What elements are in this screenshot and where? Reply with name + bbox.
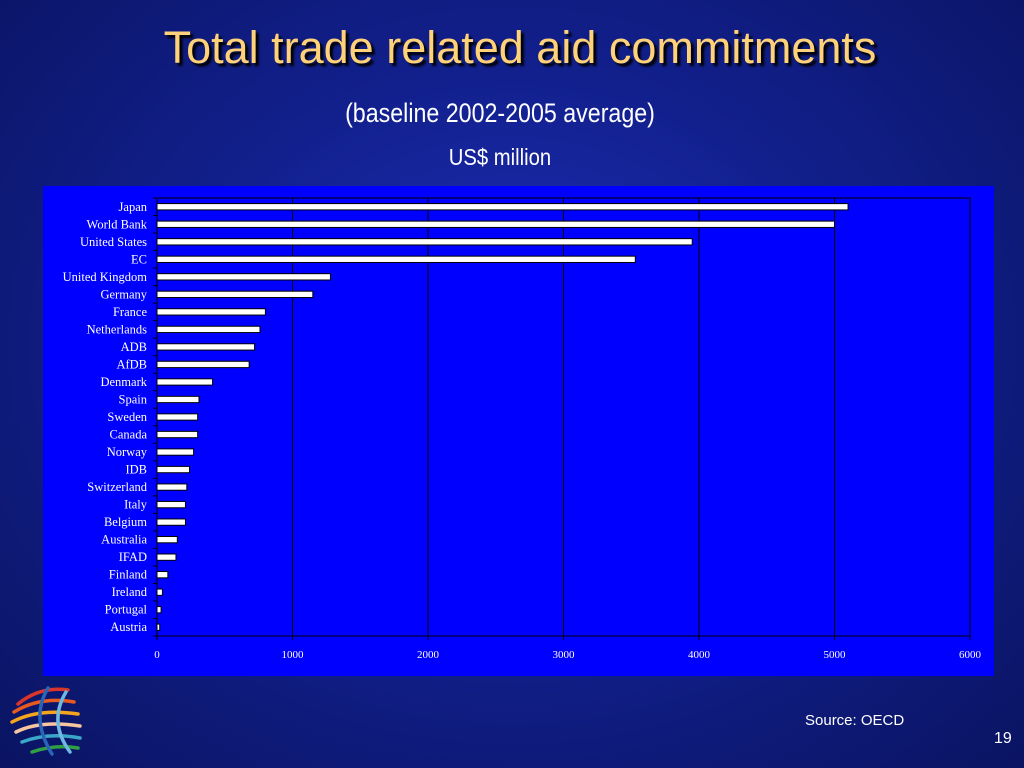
bar (156, 588, 163, 596)
x-tick-label: 2000 (417, 649, 440, 661)
category-label: IDB (125, 463, 147, 477)
category-label: Australia (101, 533, 147, 547)
bar (156, 273, 331, 281)
category-label: France (113, 305, 147, 319)
category-label: Ireland (112, 585, 148, 599)
x-tick-label: 6000 (959, 649, 982, 661)
bar (156, 465, 191, 474)
bar (156, 238, 693, 246)
x-tick-label: 5000 (824, 649, 847, 661)
category-label: Italy (124, 498, 148, 512)
bar (156, 553, 177, 561)
bar (156, 255, 636, 263)
bar (156, 571, 169, 579)
bar (156, 606, 162, 614)
x-tick-label: 3000 (553, 649, 576, 661)
bar (156, 500, 186, 509)
category-label: AfDB (116, 357, 147, 371)
x-tick-label: 1000 (282, 649, 305, 661)
category-label: Denmark (100, 375, 147, 389)
category-label: EC (131, 252, 147, 266)
bar (156, 483, 188, 491)
units-label: US$ million (448, 144, 552, 170)
slide-subtitle: (baseline 2002-2005 average) (345, 98, 655, 128)
category-label: Belgium (104, 515, 147, 529)
bar (156, 413, 199, 421)
page-number: 19 (994, 730, 1012, 747)
category-label: Spain (119, 392, 148, 406)
bar (156, 325, 261, 334)
bar (156, 220, 835, 228)
bar (156, 535, 178, 544)
bar (156, 518, 186, 526)
bar (156, 203, 849, 211)
bar (156, 448, 195, 456)
category-label: Finland (109, 568, 148, 582)
category-label: Germany (100, 287, 147, 301)
category-label: Netherlands (87, 322, 148, 336)
category-label: Norway (107, 445, 148, 459)
bar (156, 308, 266, 316)
category-label: Japan (119, 200, 148, 214)
slide-title: Total trade related aid commitments (163, 22, 877, 73)
category-label: Portugal (105, 603, 148, 617)
category-label: Switzerland (87, 480, 147, 494)
bar-chart: 0 1000 2000 3000 4000 5000 6000 Japan World Bank… (63, 197, 982, 661)
bar (156, 378, 214, 386)
category-label: United States (80, 235, 147, 249)
category-label: Sweden (107, 410, 147, 424)
chart-panel: 0 1000 2000 3000 4000 5000 6000 Japan World Bank… (43, 186, 994, 676)
bar (156, 395, 200, 404)
category-label: Canada (110, 428, 148, 442)
bar (156, 290, 314, 299)
bar (156, 360, 250, 369)
category-label: IFAD (119, 550, 147, 564)
category-label: Austria (110, 620, 147, 634)
wto-logo-icon (10, 686, 82, 756)
x-tick-label: 0 (154, 649, 160, 661)
source-note: Source: OECD (805, 712, 905, 729)
category-label: United Kingdom (63, 270, 148, 284)
bar (156, 623, 161, 631)
x-tick-label: 4000 (688, 649, 711, 661)
category-label: ADB (121, 340, 147, 354)
bar (156, 343, 256, 351)
bar (156, 430, 199, 439)
category-label: World Bank (87, 217, 148, 231)
